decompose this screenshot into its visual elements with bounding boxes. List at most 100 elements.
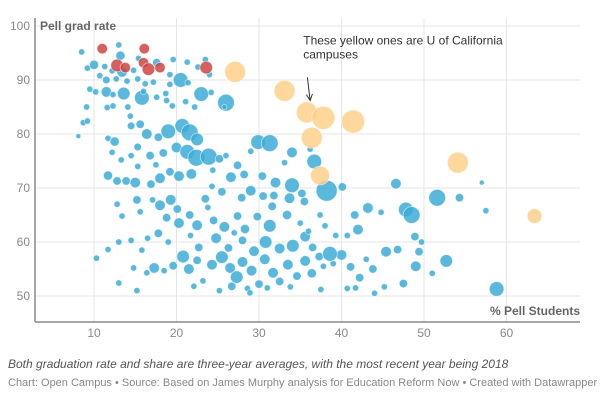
school-point: [402, 206, 421, 224]
school-point: [108, 148, 116, 156]
scatter-chart: 50 60 70 80 90 100 10 20 30 40 50 60 Pell grad rate…: [10, 18, 580, 340]
school-point: [269, 176, 282, 189]
school-point: [284, 177, 300, 194]
school-point: [135, 119, 145, 129]
school-point: [113, 200, 121, 208]
school-point: [414, 247, 424, 257]
school-point: [237, 193, 247, 203]
school-point: [176, 249, 190, 264]
school-point: [377, 208, 385, 216]
school-point: [319, 262, 327, 270]
school-point: [410, 260, 422, 272]
school-point: [101, 62, 109, 71]
y-tick-label: 70: [17, 181, 31, 195]
school-point: [286, 146, 298, 159]
school-point: [306, 268, 317, 279]
school-point: [191, 219, 203, 231]
school-point: [215, 250, 229, 264]
school-point: [239, 169, 249, 180]
school-point: [259, 253, 271, 265]
school-point: [138, 246, 146, 254]
school-point: [173, 217, 185, 229]
school-point: [134, 162, 142, 170]
school-point: [115, 279, 123, 287]
school-point: [392, 244, 403, 255]
school-point: [283, 192, 296, 204]
x-tick-label: 10: [87, 326, 101, 340]
school-point: [478, 179, 485, 186]
school-point: [239, 224, 250, 235]
school-point: [224, 262, 236, 274]
school-point: [173, 170, 185, 182]
highlighted-point: [141, 62, 156, 76]
school-point: [109, 102, 117, 110]
x-tick-label: 60: [500, 326, 514, 340]
school-point: [230, 229, 238, 237]
annotation-arrow: [306, 77, 311, 101]
school-point: [223, 243, 234, 253]
school-point: [252, 212, 262, 222]
school-point: [130, 66, 138, 74]
school-point: [370, 289, 379, 297]
school-point: [112, 176, 122, 186]
school-point: [210, 232, 222, 244]
school-point: [109, 91, 117, 99]
uc-campus-point: [341, 109, 366, 134]
school-point: [343, 231, 351, 240]
school-point: [206, 259, 218, 271]
uc-campus-point: [310, 165, 330, 186]
school-point: [143, 269, 151, 277]
school-point: [139, 87, 148, 95]
x-tick-label: 30: [252, 326, 266, 340]
school-point: [417, 238, 426, 246]
school-point: [345, 262, 356, 272]
school-point: [260, 134, 279, 152]
y-tick-label: 80: [17, 127, 31, 141]
school-point: [172, 204, 182, 214]
school-point: [102, 75, 111, 85]
school-point: [398, 278, 408, 289]
school-point: [246, 289, 254, 297]
highlighted-point: [199, 60, 213, 75]
annotation: These yellow ones are U of California ca…: [303, 34, 503, 102]
chart-note: Both graduation rate and share are three…: [8, 357, 509, 371]
school-point: [144, 234, 152, 242]
school-point: [355, 273, 365, 283]
tick-labels: 50 60 70 80 90 100 10 20 30 40 50 60: [10, 19, 514, 340]
school-point: [390, 178, 402, 190]
school-point: [488, 281, 505, 297]
school-point: [86, 85, 94, 93]
school-point: [296, 219, 304, 227]
highlighted-point: [154, 61, 166, 74]
axes: [34, 18, 580, 323]
school-point: [115, 238, 123, 246]
school-point: [153, 93, 161, 101]
school-point: [237, 235, 248, 245]
school-point: [209, 166, 217, 174]
school-point: [258, 191, 268, 201]
school-point: [127, 152, 135, 160]
school-point: [337, 182, 347, 192]
school-point: [130, 264, 138, 272]
school-point: [297, 188, 307, 198]
school-point: [258, 235, 273, 249]
school-point: [343, 284, 351, 292]
school-point: [186, 231, 195, 240]
school-point: [230, 270, 244, 284]
school-point: [299, 196, 309, 207]
school-point: [92, 254, 101, 262]
school-point: [362, 202, 374, 214]
school-point: [88, 59, 100, 70]
school-point: [218, 221, 231, 233]
uc-campus-point: [224, 61, 246, 83]
school-point: [183, 58, 191, 66]
school-point: [221, 104, 228, 110]
school-point: [165, 167, 175, 177]
school-point: [225, 171, 237, 183]
school-point: [182, 98, 190, 106]
school-point: [141, 80, 149, 88]
school-point: [116, 86, 131, 101]
school-point: [160, 123, 176, 140]
school-point: [123, 77, 131, 85]
school-point: [332, 231, 340, 240]
